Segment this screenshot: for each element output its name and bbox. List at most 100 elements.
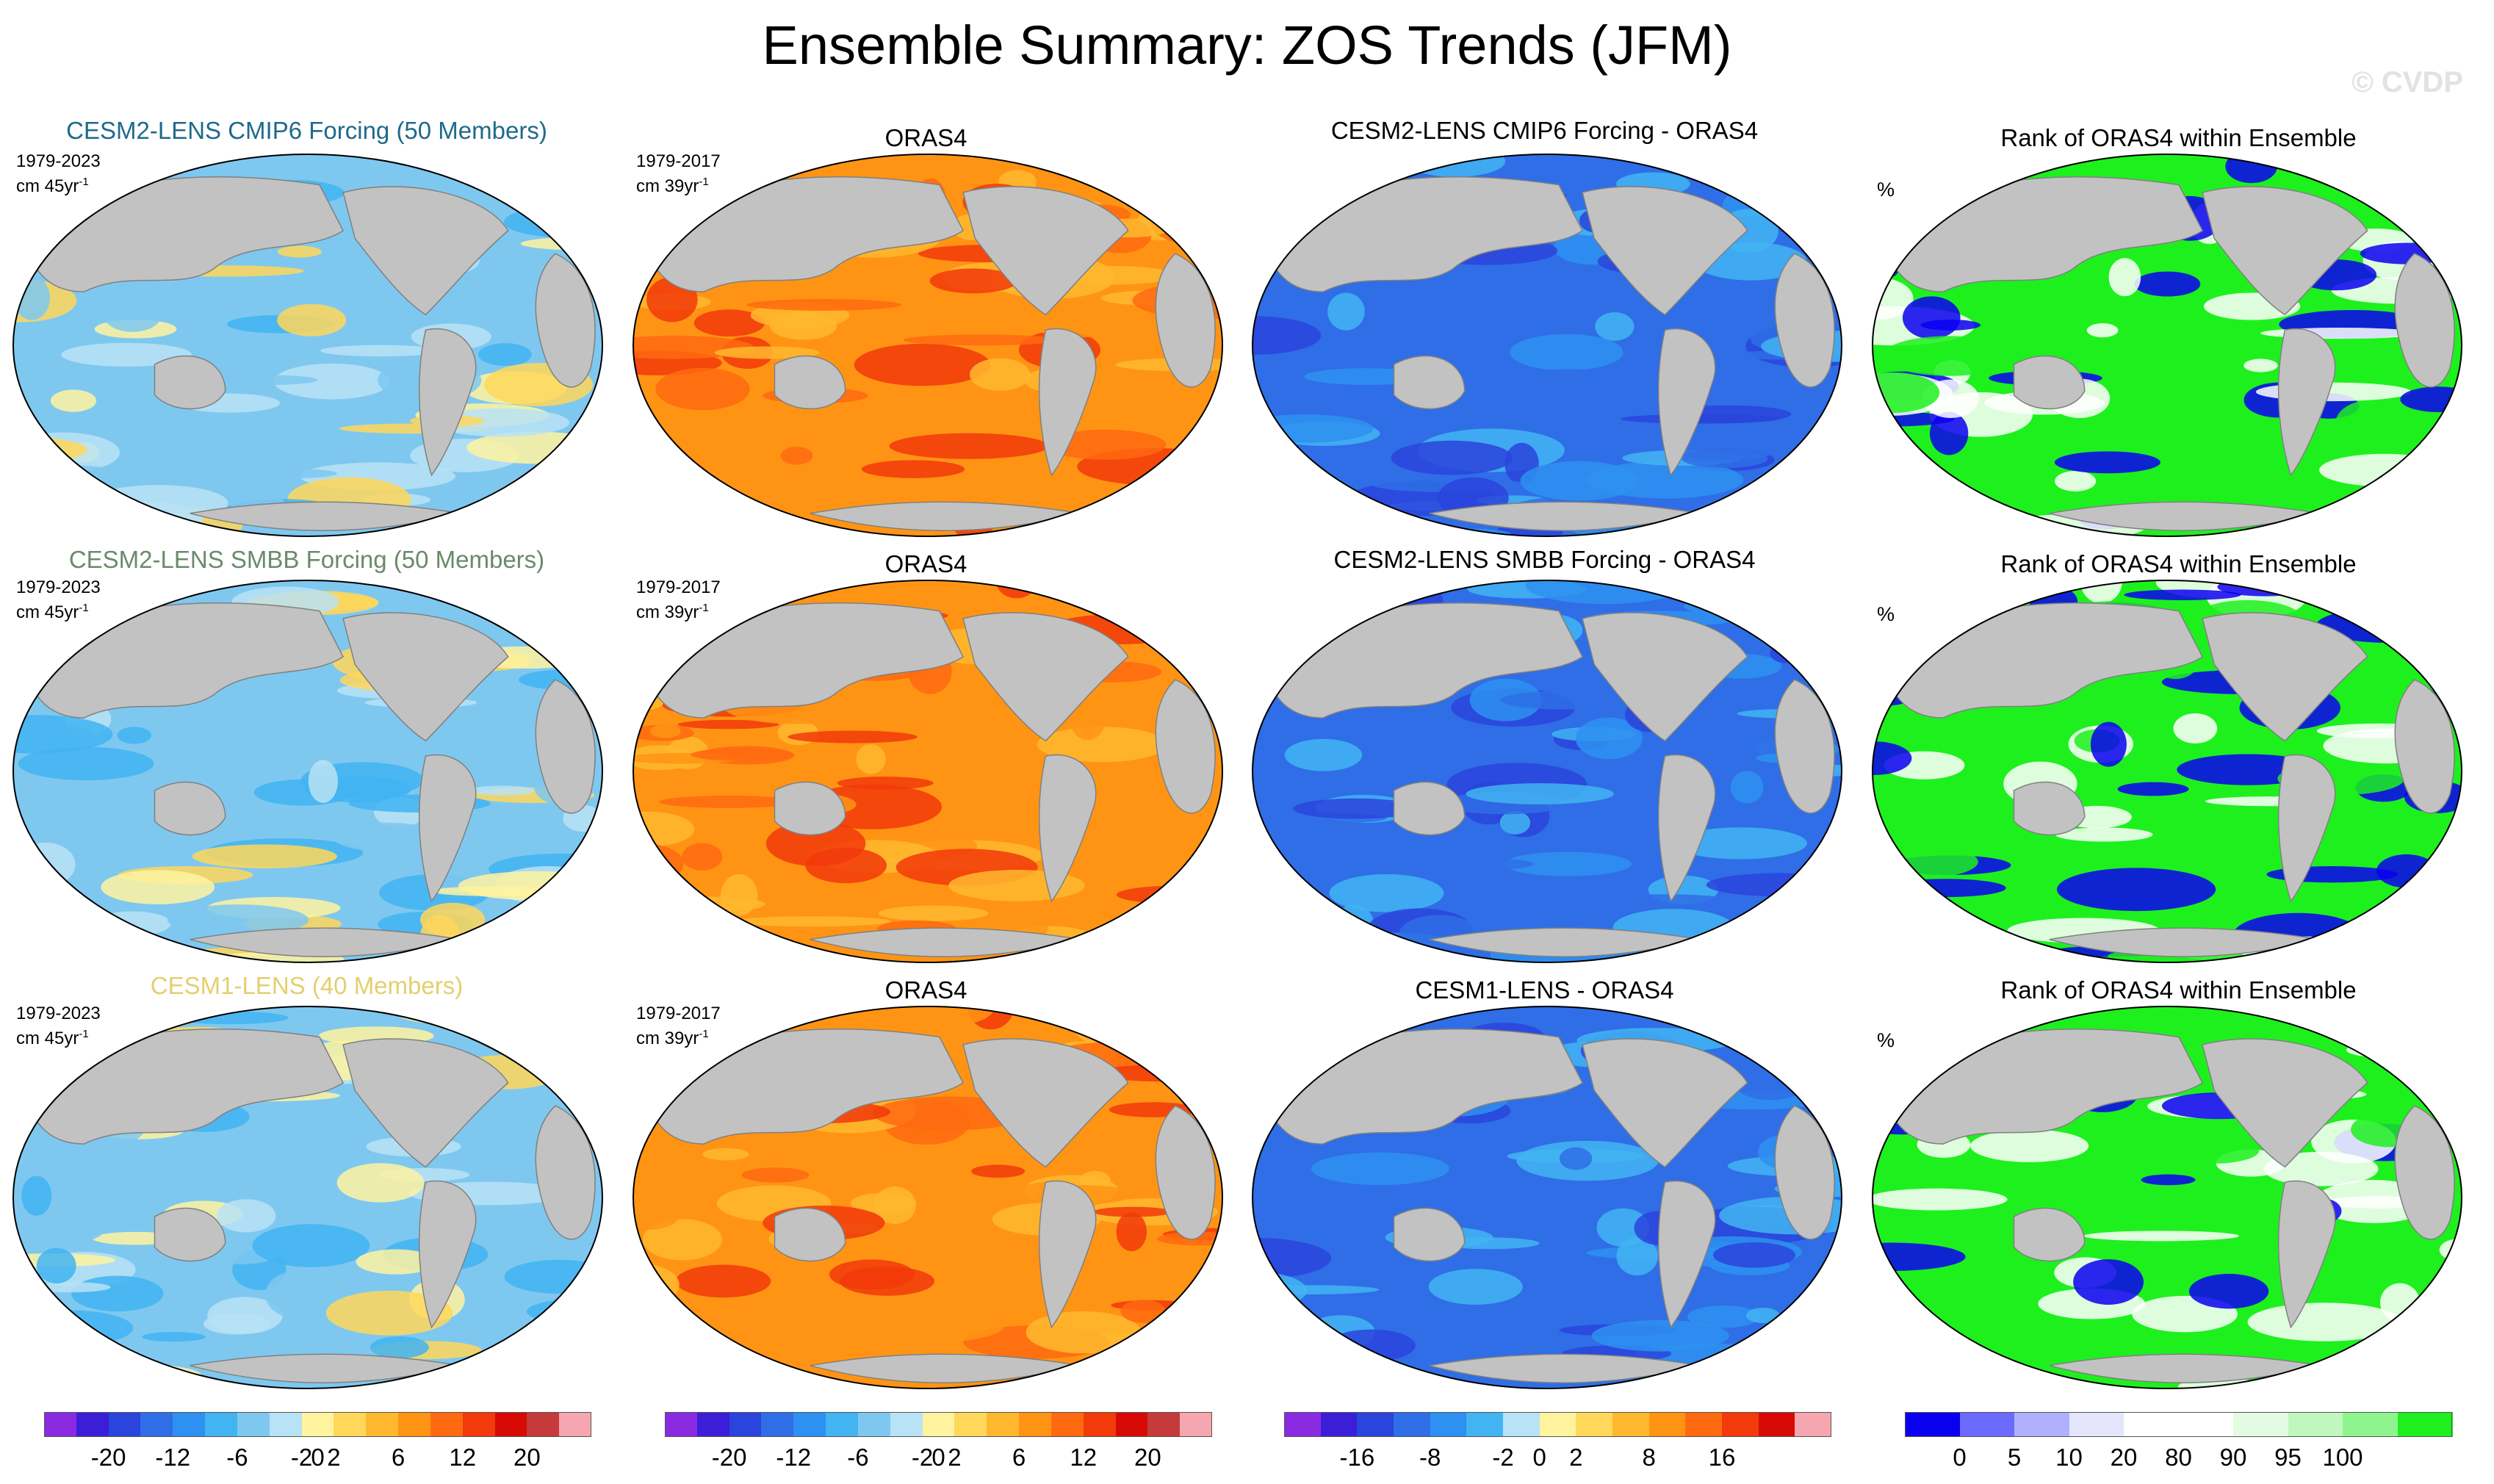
units-label-rank-row3: % <box>1877 1029 1895 1051</box>
field-patch <box>1873 1315 1925 1357</box>
colorbar-swatch <box>922 1412 955 1437</box>
field-patch <box>1152 203 1222 247</box>
land-mass <box>1139 182 1179 218</box>
field-patch <box>2086 323 2119 338</box>
field-patch <box>1026 1311 1142 1354</box>
field-patch <box>2117 782 2189 796</box>
land-mass <box>1758 182 1798 218</box>
colorbar-swatch <box>76 1412 109 1437</box>
field-patch <box>1559 1147 1593 1170</box>
field-patch <box>1117 379 1162 398</box>
land-mass <box>1038 328 1097 477</box>
field-patch <box>2426 897 2459 942</box>
colorbar-swatch <box>366 1412 399 1437</box>
colorbar-tick-label: 2 <box>1569 1444 1583 1471</box>
colorbar-swatch <box>857 1412 891 1437</box>
field-patch <box>520 237 602 251</box>
land-mass <box>535 253 596 388</box>
field-patch <box>1253 316 1322 355</box>
field-patch <box>2188 1273 2269 1309</box>
field-patch <box>714 346 820 359</box>
field-patch <box>1466 783 1615 804</box>
colorbar-swatch <box>1576 1412 1613 1437</box>
field-patch <box>469 785 536 796</box>
field-patch <box>2335 400 2407 446</box>
colorbar-tick-label: 8 <box>1642 1444 1656 1471</box>
field-patch <box>2318 453 2449 487</box>
field-patch <box>1575 717 1643 760</box>
field-patch <box>525 585 594 596</box>
field-patch <box>231 468 338 479</box>
field-patch <box>836 474 887 490</box>
field-patch <box>677 719 779 730</box>
land-mass <box>1758 1034 1798 1070</box>
field-patch <box>1298 926 1330 962</box>
field-patch <box>766 944 807 957</box>
units-label-rank-row2: % <box>1877 603 1895 625</box>
period-label-obs-row1: 1979-2017 cm 39yr-1 <box>636 151 721 196</box>
field-patch <box>13 580 50 601</box>
colorbar-swatch <box>1394 1412 1431 1437</box>
field-patch <box>2420 880 2462 893</box>
field-patch <box>492 1336 602 1369</box>
field-patch <box>746 299 902 311</box>
land-mass <box>2277 1180 2336 1329</box>
land-mass <box>2277 754 2336 903</box>
field-patch <box>440 580 594 592</box>
colorbar-swatch <box>761 1412 794 1437</box>
field-patch <box>2054 451 2160 474</box>
land-mass <box>418 754 477 903</box>
field-patch <box>746 582 842 595</box>
field-patch <box>677 401 812 440</box>
colorbar-tick-label: -2 <box>911 1444 934 1471</box>
field-patch <box>1253 854 1291 877</box>
field-patch <box>2365 1349 2462 1359</box>
land-mass <box>962 612 1129 742</box>
panel-title-diff-row2: CESM2-LENS SMBB Forcing - ORAS4 <box>1333 546 1756 573</box>
field-patch <box>2173 713 2218 744</box>
field-patch <box>71 1275 164 1312</box>
map-outline <box>1252 580 1842 963</box>
field-patch <box>1773 1006 1842 1034</box>
field-patch <box>38 500 98 522</box>
field-patch <box>277 303 347 336</box>
colorbar-tick-label: 100 <box>2322 1444 2363 1471</box>
field-patch <box>328 154 421 176</box>
field-patch <box>633 1196 681 1230</box>
land-mass <box>519 182 559 218</box>
panel-title-diff-row1: CESM2-LENS CMIP6 Forcing - ORAS4 <box>1330 117 1759 144</box>
field-patch <box>1093 1206 1172 1217</box>
land-mass <box>154 1207 226 1262</box>
colorbar-tick-label: 0 <box>311 1444 325 1471</box>
field-patch <box>1327 292 1365 331</box>
field-patch <box>552 1049 602 1068</box>
map-outline <box>12 580 603 963</box>
field-patch <box>504 1259 602 1294</box>
field-patch <box>102 295 163 332</box>
field-patch <box>741 1167 810 1183</box>
colorbar-swatch <box>559 1412 592 1437</box>
field-patch <box>1366 1375 1458 1388</box>
field-patch <box>47 1363 203 1388</box>
map-panel-diff-row1 <box>1253 154 1842 536</box>
map-panel-obs-row1 <box>633 154 1222 536</box>
field-patch <box>2439 1239 2462 1261</box>
field-patch <box>1737 1074 1804 1101</box>
field-patch <box>2055 827 2153 842</box>
panel-title-ensemble-row2: CESM2-LENS SMBB Forcing (50 Members) <box>68 546 545 573</box>
land-mass <box>1774 679 1835 814</box>
field-patch <box>861 460 965 478</box>
field-patch <box>642 1219 722 1261</box>
land-mass <box>2394 253 2455 388</box>
map-panel-rank-row2 <box>1873 580 2462 962</box>
field-patch <box>1687 1305 1761 1328</box>
field-patch <box>21 1175 52 1216</box>
colorbar-tick-label: -20 <box>711 1444 747 1471</box>
colorbar-diff: -16 -8 -2 0 2 8 16 <box>1284 1412 1832 1478</box>
panel-title-obs-row3: ORAS4 <box>884 976 967 1004</box>
colorbar-tick-label: 10 <box>2055 1444 2083 1471</box>
field-patch <box>1873 1242 1966 1271</box>
field-patch <box>1102 154 1193 179</box>
map-outline <box>1252 1006 1842 1389</box>
